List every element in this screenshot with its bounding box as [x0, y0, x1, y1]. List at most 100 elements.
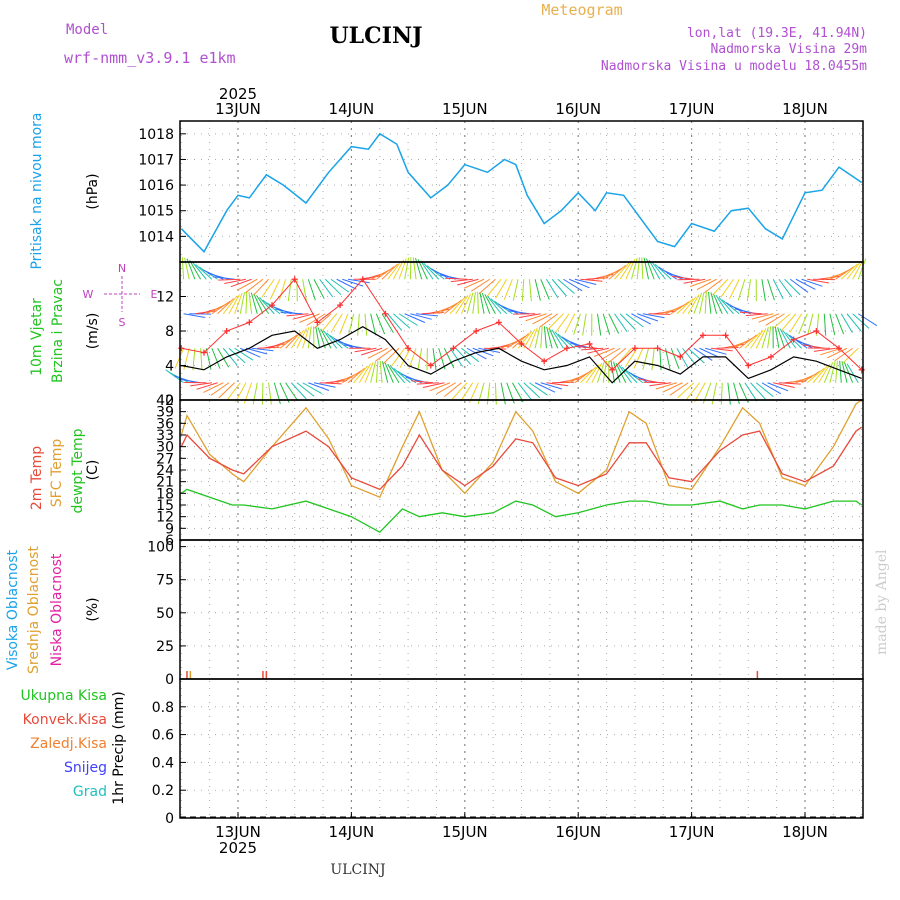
- wind-barb: [840, 313, 853, 333]
- precip-legend-item: Grad: [73, 784, 107, 800]
- wind-barb: [339, 313, 349, 335]
- compass-n-label: N: [118, 262, 126, 275]
- wind-barb: [710, 347, 733, 352]
- wind-barb: [835, 266, 854, 280]
- sfc-temp-line: [180, 399, 863, 499]
- wind-barb: [602, 267, 623, 280]
- wind-barb: [721, 299, 740, 315]
- wind-barb: [512, 279, 519, 301]
- wind-barb: [210, 382, 230, 396]
- y-tick-label: 1017: [138, 152, 174, 168]
- wind-barb: [820, 347, 842, 356]
- wind-barb: [222, 295, 238, 315]
- wind-barb: [248, 291, 253, 314]
- day-label-top: 17JUN: [669, 100, 715, 118]
- wind-barb: [689, 278, 712, 287]
- station-title: ULCINJ: [330, 23, 423, 49]
- wind-barb: [773, 382, 795, 388]
- wind-barb: [807, 313, 814, 336]
- wind-barb: [543, 326, 547, 349]
- wind-barb: [192, 261, 207, 280]
- day-label-top: 16JUN: [555, 100, 601, 118]
- footer-station: ULCINJ: [330, 862, 385, 878]
- wind-barb: [624, 347, 638, 368]
- wind-barb: [517, 330, 533, 349]
- wind-gust-marker: [337, 302, 344, 309]
- station-elevation: Nadmorska Visina 29m: [710, 42, 867, 57]
- model-label: Model: [66, 22, 108, 38]
- wind-barb: [739, 311, 762, 315]
- wind-gust-marker: [269, 302, 276, 309]
- wind-barb: [503, 279, 513, 300]
- wind-barb: [693, 292, 703, 314]
- wind-barb: [495, 278, 508, 299]
- wind-barb: [602, 360, 607, 383]
- wind-barb: [490, 298, 508, 315]
- wind-barb: [449, 297, 466, 315]
- y-tick-label: 1018: [138, 127, 174, 143]
- temperature-frame: [179, 399, 864, 541]
- wind-barb: [575, 346, 598, 349]
- wind-barb: [597, 361, 605, 383]
- wind-barb: [416, 382, 439, 385]
- product-title: Meteogram: [541, 1, 622, 19]
- wind-barb: [580, 278, 603, 282]
- wind-barb: [745, 313, 768, 317]
- wind-barb: [529, 382, 548, 396]
- wind-barb: [466, 292, 474, 314]
- wind-barb: [228, 347, 246, 364]
- wind-barb: [455, 347, 472, 365]
- wind-barb: [738, 334, 758, 349]
- wind-barb: [460, 382, 474, 402]
- labels-layer: 13JUN 13JUN 14JUN 14JUN 15JUN 15JUN 16JUN 16JUN…: [5, 100, 828, 841]
- wind-barb: [460, 293, 472, 314]
- wind-gust-marker: [813, 328, 820, 334]
- wind-barb: [705, 347, 727, 355]
- compass-s-label: S: [119, 316, 126, 329]
- wind-barb: [711, 382, 718, 405]
- day-label-top: 13JUN: [215, 100, 261, 118]
- wind-barb: [472, 291, 476, 314]
- wind-barb: [436, 382, 456, 395]
- wind-barb: [195, 264, 213, 280]
- y-tick-label: 0.6: [152, 728, 174, 744]
- wind-barb: [781, 313, 797, 331]
- day-label-bottom: 14JUN: [329, 823, 375, 841]
- wind-barb: [694, 382, 706, 403]
- y-tick-label: 0.4: [152, 755, 174, 771]
- y-tick-label: 6: [165, 533, 174, 549]
- wind-barb: [296, 382, 315, 397]
- wind-barb: [450, 278, 473, 283]
- wind-barb: [353, 365, 369, 384]
- location-coords: lon,lat (19.3E, 41.94N): [687, 26, 867, 41]
- wind-barb: [296, 328, 307, 349]
- wind-barb: [269, 279, 281, 300]
- wind-barb: [290, 329, 305, 349]
- wind-barb: [710, 292, 718, 314]
- wind-barb: [393, 368, 411, 384]
- wind-barb: [608, 347, 627, 363]
- wind-barb: [376, 266, 395, 280]
- wind-barb: [704, 278, 723, 293]
- wind-barb: [834, 347, 853, 362]
- wind-barb: [390, 365, 406, 384]
- wind-barb: [412, 257, 417, 280]
- wind-barb: [573, 313, 581, 335]
- wind-barb: [398, 313, 418, 326]
- y-tick-label: 100: [147, 540, 174, 556]
- wind-gust-marker: [745, 362, 752, 369]
- wind-barb: [755, 382, 774, 397]
- wind-barb: [500, 382, 506, 405]
- wind-barb: [546, 326, 553, 349]
- wind-barb: [336, 278, 357, 290]
- wind-barb: [712, 293, 723, 314]
- wind-barb: [557, 278, 575, 294]
- wind-barb: [286, 313, 309, 317]
- wind-barb: [637, 313, 659, 322]
- wind-barb: [348, 313, 355, 336]
- wind-barb: [228, 294, 240, 314]
- y-tick-label: 33: [156, 428, 174, 444]
- wind-barb: [633, 348, 644, 369]
- y-tick-label: 4: [165, 359, 174, 375]
- wind-barb: [477, 382, 485, 405]
